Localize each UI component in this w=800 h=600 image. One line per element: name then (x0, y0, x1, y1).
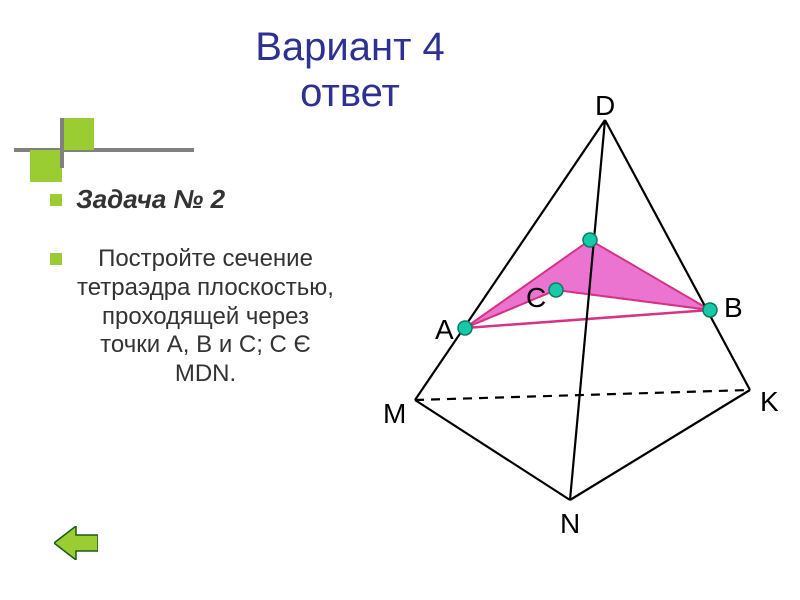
diagram-container: D M N K A B C (360, 90, 780, 540)
deco-square-2 (30, 150, 62, 182)
label-D: D (595, 90, 615, 122)
edge-DN (570, 120, 605, 500)
problem-block: Задача № 2 Постройте сечение тетраэдра п… (50, 184, 335, 389)
label-M: M (383, 398, 406, 430)
point-A (458, 321, 472, 335)
back-arrow-icon (54, 526, 98, 560)
problem-heading: Задача № 2 (50, 184, 335, 215)
title-line-1: Вариант 4 (150, 24, 550, 70)
deco-square-1 (62, 118, 94, 150)
label-B: B (724, 292, 743, 324)
label-A: A (435, 314, 454, 346)
edge-MK (415, 390, 750, 400)
corner-decoration (0, 118, 200, 168)
tetrahedron-diagram (360, 90, 780, 540)
edge-DK (605, 120, 750, 390)
back-button[interactable] (54, 526, 98, 560)
point-C (549, 283, 563, 297)
deco-vline (60, 118, 64, 168)
point-E (583, 233, 597, 247)
edge-NK (570, 390, 750, 500)
edge-MN (415, 400, 570, 500)
label-K: K (760, 386, 779, 418)
label-N: N (560, 508, 580, 540)
point-B (703, 303, 717, 317)
label-C: C (526, 282, 546, 314)
problem-body: Постройте сечение тетраэдра плоскостью, … (50, 245, 335, 389)
